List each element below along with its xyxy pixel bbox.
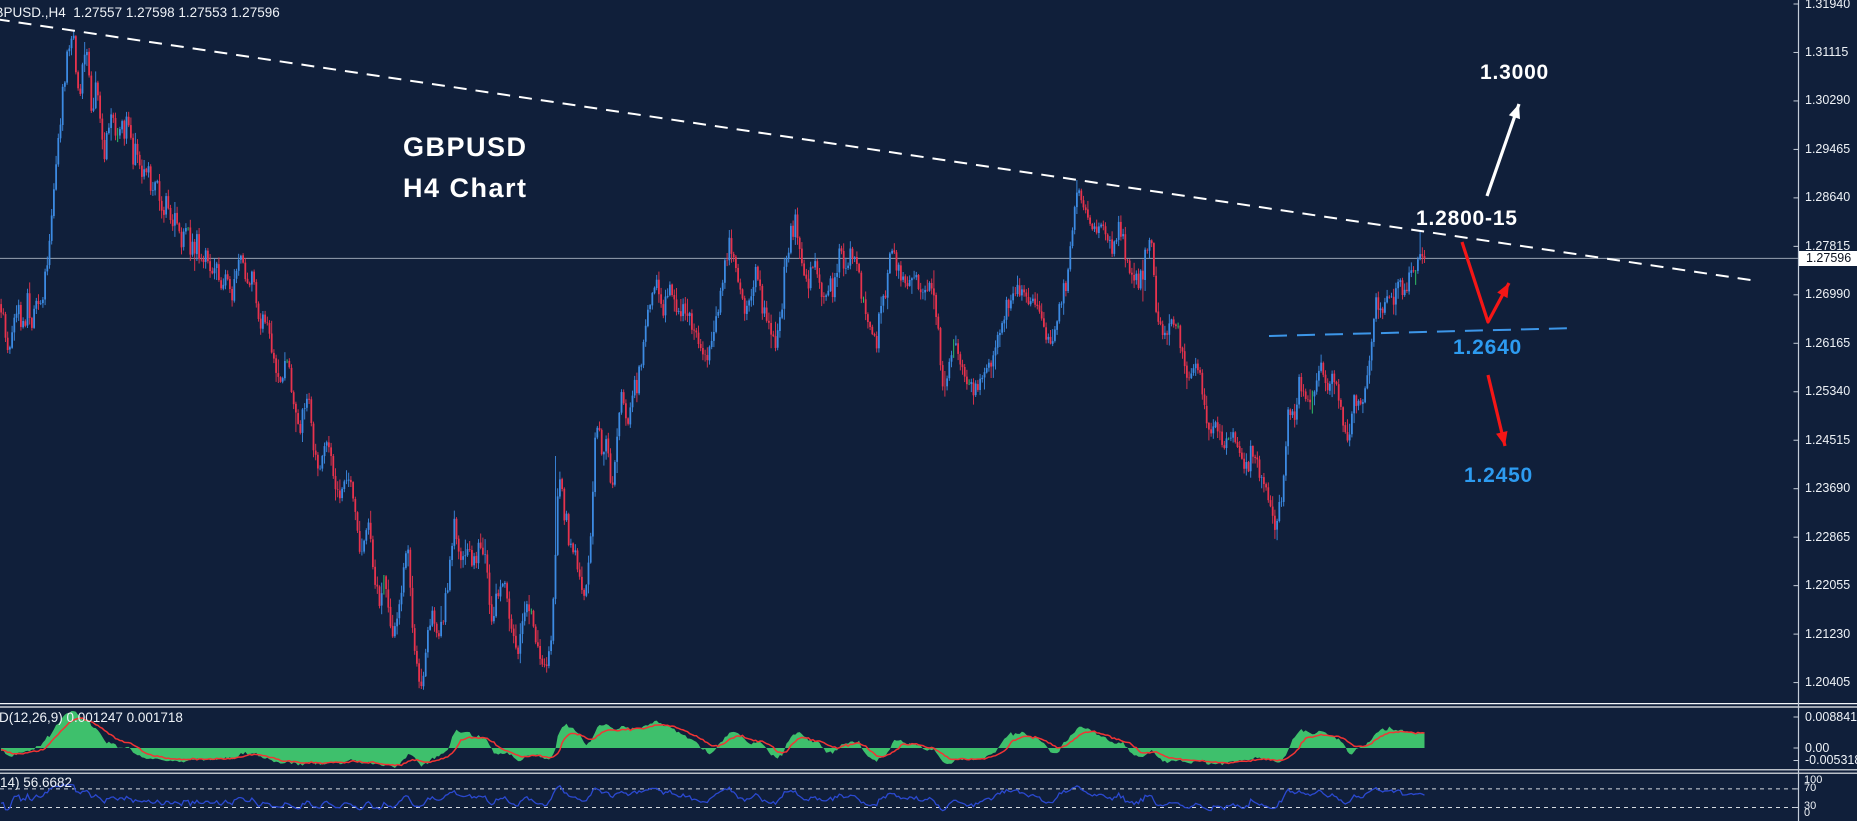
price-axis-label: 1.30290 bbox=[1805, 93, 1851, 108]
macd-area bbox=[1, 711, 1425, 768]
price-axis-label: 1.20405 bbox=[1805, 675, 1851, 690]
arrow-down-red-arrowhead-icon[interactable] bbox=[1496, 431, 1508, 446]
price-axis-label: 1.26165 bbox=[1805, 335, 1851, 350]
price-axis-label: 1.29465 bbox=[1805, 141, 1851, 156]
annotation-target-up: 1.3000 bbox=[1480, 61, 1550, 84]
chart-title-timeframe: H4 Chart bbox=[403, 173, 528, 203]
arrow-bounce-red[interactable] bbox=[1460, 241, 1511, 324]
chart-title-annotation: GBPUSD H4 Chart bbox=[403, 127, 528, 209]
chart-title-symbol: GBPUSD bbox=[403, 132, 528, 162]
rsi-scale-label: 30 bbox=[1804, 799, 1817, 812]
price-axis-label: 1.31115 bbox=[1805, 44, 1849, 59]
macd-scale-label: 0.00 bbox=[1805, 740, 1830, 755]
rsi-scale-label: 0 bbox=[1804, 806, 1811, 819]
price-axis-label: 1.24515 bbox=[1805, 432, 1851, 447]
macd-panel bbox=[0, 711, 1425, 768]
arrow-up-white[interactable] bbox=[1485, 103, 1521, 197]
annotation-resistance-zone: 1.2800-15 bbox=[1416, 207, 1518, 230]
price-axis-label: 1.28640 bbox=[1805, 190, 1851, 205]
macd-indicator-label: MACD(12,26,9) 0.001247 0.001718 bbox=[0, 710, 183, 725]
price-axis-label: 1.25340 bbox=[1805, 384, 1851, 399]
price-axis-label: 1.26990 bbox=[1805, 287, 1851, 302]
macd-signal-line bbox=[0, 717, 1425, 767]
chart-objects bbox=[0, 16, 1758, 447]
macd-scale-label: 0.008841 bbox=[1805, 709, 1857, 724]
annotation-support-level: 1.2640 bbox=[1453, 336, 1523, 359]
trendline[interactable] bbox=[0, 16, 1758, 282]
price-axis-label: 1.27815 bbox=[1805, 238, 1851, 253]
symbol-ohlc-readout: GBPUSD.,H4 1.27557 1.27598 1.27553 1.275… bbox=[0, 5, 280, 20]
rsi-scale-label: 70 bbox=[1804, 781, 1817, 794]
price-axis-label: 1.23690 bbox=[1805, 481, 1851, 496]
rsi-scale-label: 100 bbox=[1804, 773, 1823, 786]
price-axis-label: 1.21230 bbox=[1805, 626, 1851, 641]
annotation-target-down: 1.2450 bbox=[1464, 464, 1534, 487]
macd-scale-label: -0.005318 bbox=[1805, 753, 1857, 767]
price-axis-label: 1.22055 bbox=[1805, 578, 1851, 593]
current-price-box: 1.27596 bbox=[1799, 251, 1857, 266]
candles bbox=[0, 30, 1426, 690]
support-dash-line[interactable] bbox=[1268, 327, 1577, 337]
arrow-bounce-red-arrowhead-icon[interactable] bbox=[1497, 283, 1509, 299]
rsi-line bbox=[0, 783, 1425, 812]
price-axis-label: 1.22865 bbox=[1805, 529, 1851, 544]
rsi-indicator-label: RSI(14) 56.6682 bbox=[0, 775, 73, 790]
price-axis-label: 1.31940 bbox=[1805, 0, 1851, 11]
rsi-panel bbox=[0, 783, 1798, 812]
arrow-up-white-arrowhead-icon[interactable] bbox=[1508, 104, 1520, 120]
